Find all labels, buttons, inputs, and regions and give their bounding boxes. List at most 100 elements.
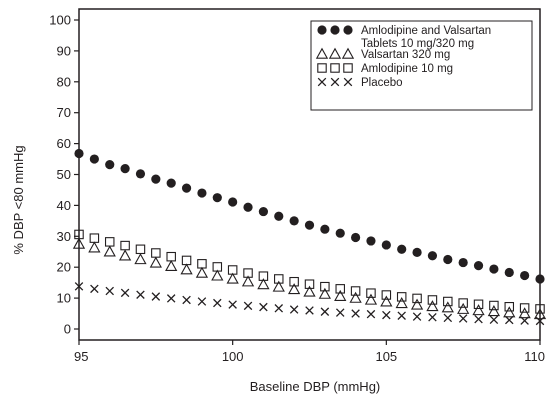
data-point [505, 315, 514, 325]
data-point [259, 302, 268, 312]
legend-label: Valsartan 320 mg [361, 49, 450, 61]
legend-label: Tablets 10 mg/320 mg [361, 38, 474, 50]
data-point [458, 298, 468, 308]
data-point [489, 264, 499, 274]
data-point [74, 148, 84, 159]
data-point [89, 154, 99, 164]
data-point [151, 248, 161, 258]
data-point [166, 178, 176, 188]
data-point [441, 301, 454, 313]
y-tick-label: 50 [57, 167, 71, 182]
y-tick-label: 0 [64, 322, 71, 337]
legend-marker [330, 25, 340, 35]
data-point [212, 262, 223, 272]
data-point [472, 304, 485, 316]
data-point [228, 197, 238, 207]
data-point [427, 251, 438, 261]
legend-marker [341, 47, 355, 59]
data-point [473, 299, 484, 310]
data-point [443, 313, 453, 323]
data-point [320, 281, 330, 292]
data-point [105, 286, 114, 296]
data-point [489, 315, 499, 324]
data-point [535, 304, 545, 314]
series-2 [74, 229, 545, 314]
data-point [166, 294, 176, 303]
legend-label: Amlodipine and Valsartan [361, 25, 491, 37]
data-point [351, 232, 361, 243]
data-point [458, 314, 468, 323]
data-point [474, 314, 483, 324]
data-point [304, 279, 315, 289]
data-point [349, 291, 362, 303]
x-tick-label: 95 [74, 349, 88, 364]
data-point [335, 308, 345, 317]
y-tick-label: 100 [49, 13, 71, 28]
series-layer [72, 148, 547, 326]
data-point [287, 283, 301, 295]
data-point [412, 312, 422, 321]
data-point [519, 303, 530, 313]
data-point [118, 249, 132, 261]
y-tick-label: 70 [57, 105, 71, 120]
data-point [180, 263, 193, 275]
data-point [320, 307, 330, 316]
y-axis: 0 10 20 30 40 50 60 70 80 90 100 [49, 13, 79, 337]
data-point [335, 284, 345, 294]
data-point [89, 233, 100, 243]
data-point [489, 300, 499, 311]
data-point [381, 290, 392, 300]
data-point [104, 237, 115, 247]
data-point [166, 251, 176, 262]
data-point [305, 306, 314, 315]
data-point [303, 285, 316, 297]
y-tick-label: 20 [57, 260, 71, 275]
data-point [213, 298, 222, 308]
data-point [243, 301, 253, 311]
data-point [103, 245, 116, 257]
data-point [364, 293, 378, 305]
data-point [366, 236, 376, 246]
data-point [397, 311, 406, 320]
data-point [274, 211, 284, 221]
data-point [289, 216, 299, 226]
y-tick-label: 10 [57, 291, 71, 306]
data-point [181, 255, 192, 266]
data-point [274, 304, 284, 313]
data-point [428, 312, 437, 322]
data-point [181, 183, 192, 193]
data-point [410, 298, 424, 310]
data-point [426, 300, 439, 312]
legend-marker [343, 25, 353, 35]
data-point [318, 287, 332, 299]
data-point [151, 292, 161, 301]
y-tick-label: 60 [57, 136, 71, 151]
legend-marker [330, 77, 340, 87]
data-point [120, 240, 130, 251]
x-axis-title: Baseline DBP (mmHg) [250, 379, 381, 394]
data-point [443, 296, 453, 307]
data-point [211, 269, 224, 281]
data-point [366, 309, 376, 319]
legend-marker [315, 47, 329, 59]
legend-label: Placebo [361, 77, 403, 89]
data-point [274, 274, 284, 284]
data-point [520, 270, 530, 281]
legend-marker [330, 63, 340, 73]
data-point [135, 169, 146, 179]
data-point [258, 206, 268, 217]
legend-marker [328, 47, 342, 59]
data-point [151, 174, 161, 184]
data-point [228, 300, 237, 309]
data-point [134, 253, 147, 265]
data-point [504, 302, 515, 312]
data-point [458, 257, 468, 268]
legend-label: Amlodipine 10 mg [361, 63, 453, 75]
y-tick-label: 40 [57, 198, 71, 213]
data-point [289, 276, 299, 287]
data-point [503, 306, 516, 318]
data-point [487, 305, 501, 317]
data-point [257, 278, 270, 290]
data-point [258, 271, 269, 281]
